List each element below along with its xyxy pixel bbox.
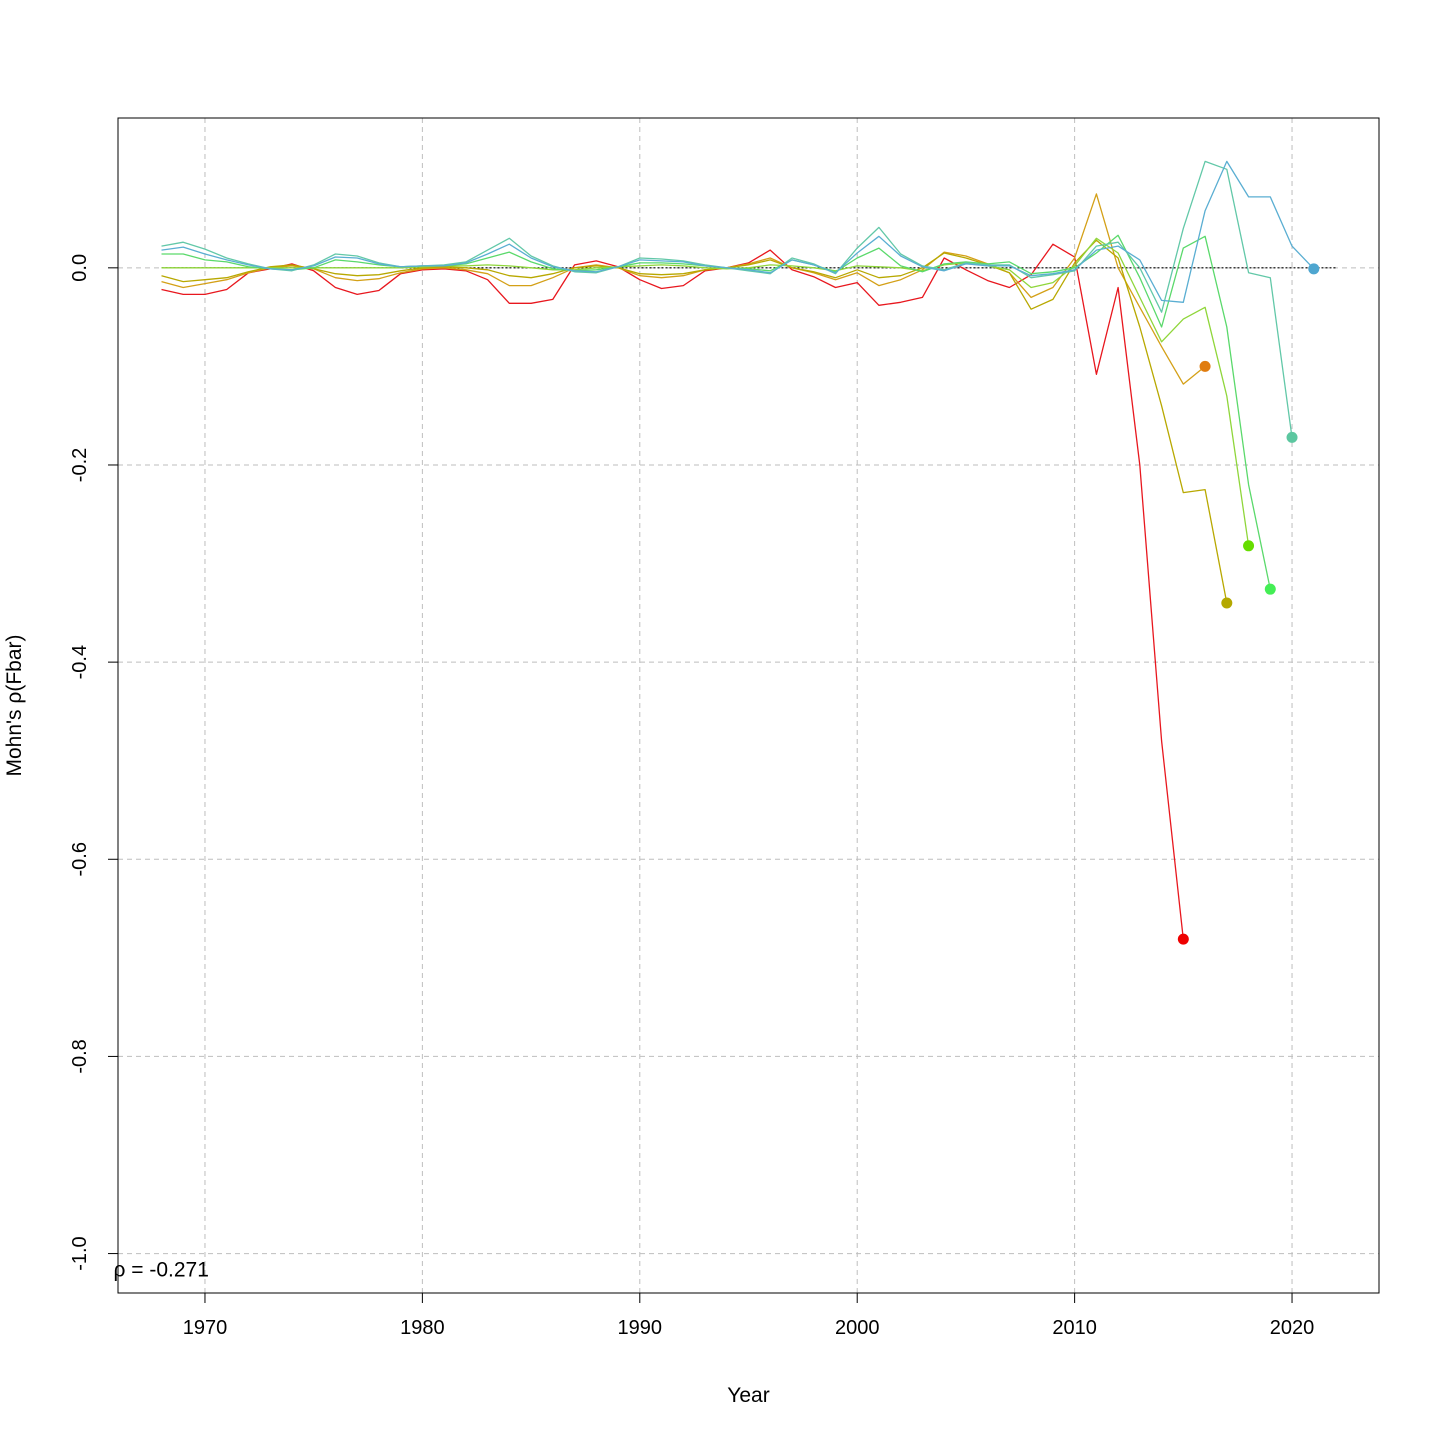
y-tick-label: -0.6 [69,842,91,876]
end-point-4 [1243,540,1255,552]
end-point-2 [1199,360,1211,372]
series-line-4 [161,237,1250,546]
end-point-5 [1264,583,1276,595]
series-line-3 [161,239,1228,604]
grid-lines [118,118,1379,1293]
end-point-3 [1221,597,1233,609]
y-tick-label: 0.0 [69,254,91,282]
x-tick-label: 2020 [1270,1317,1315,1339]
y-tick-label: -0.2 [69,448,91,482]
end-point-7 [1308,263,1320,275]
end-points [1177,263,1320,945]
x-tick-label: 1990 [618,1317,663,1339]
series-lines [161,160,1315,940]
y-tick-label: -0.8 [69,1039,91,1073]
series-line-5 [161,234,1271,590]
y-axis: 0.0 -0.2 -0.4 -0.6 -0.8 -1.0 [69,254,119,1271]
x-tick-label: 1970 [183,1317,228,1339]
rho-annotation: ρ = -0.271 [113,1258,208,1281]
x-axis-title: Year [727,1384,769,1407]
series-line-6 [161,160,1293,438]
y-tick-label: -1.0 [69,1236,91,1270]
series-line-1 [161,243,1184,940]
x-tick-label: 2010 [1052,1317,1097,1339]
x-axis: 1970 1980 1990 2000 2010 2020 [183,1292,1315,1339]
end-point-6 [1286,431,1298,443]
series-line-2 [161,193,1206,385]
x-tick-label: 1980 [400,1317,445,1339]
plot-frame [117,117,1380,1294]
series-line-7 [161,160,1315,303]
x-tick-label: 2000 [835,1317,880,1339]
end-point-1 [1177,933,1189,945]
y-axis-title: Mohn's ρ(Fbar) [3,635,26,777]
y-tick-label: -0.4 [69,645,91,679]
